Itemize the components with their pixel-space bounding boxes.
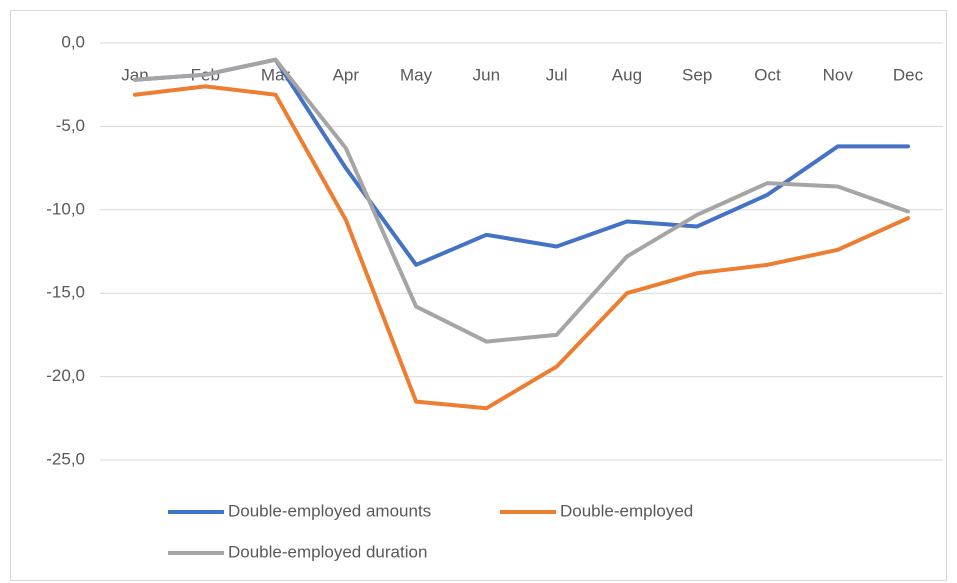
y-tick-label: -25,0 xyxy=(46,449,85,468)
x-tick-label: Jun xyxy=(473,65,500,84)
x-tick-label: Nov xyxy=(823,65,854,84)
y-tick-label: 0,0 xyxy=(61,32,85,51)
x-tick-label: Jul xyxy=(546,65,568,84)
y-tick-label: -15,0 xyxy=(46,283,85,302)
x-tick-label: Apr xyxy=(333,65,360,84)
y-tick-label: -10,0 xyxy=(46,199,85,218)
legend-label: Double-employed xyxy=(560,501,693,520)
x-tick-label: Sep xyxy=(682,65,712,84)
series-line xyxy=(133,84,910,411)
y-tick-label: -5,0 xyxy=(56,116,85,135)
legend-label: Double-employed amounts xyxy=(228,501,431,520)
legend-label: Double-employed duration xyxy=(228,542,427,561)
x-tick-label: Dec xyxy=(893,65,924,84)
x-tick-label: May xyxy=(400,65,433,84)
y-tick-label: -20,0 xyxy=(46,366,85,385)
series-line xyxy=(133,57,910,344)
chart-frame xyxy=(10,10,947,581)
x-tick-label: Aug xyxy=(612,65,642,84)
x-tick-label: Oct xyxy=(754,65,781,84)
